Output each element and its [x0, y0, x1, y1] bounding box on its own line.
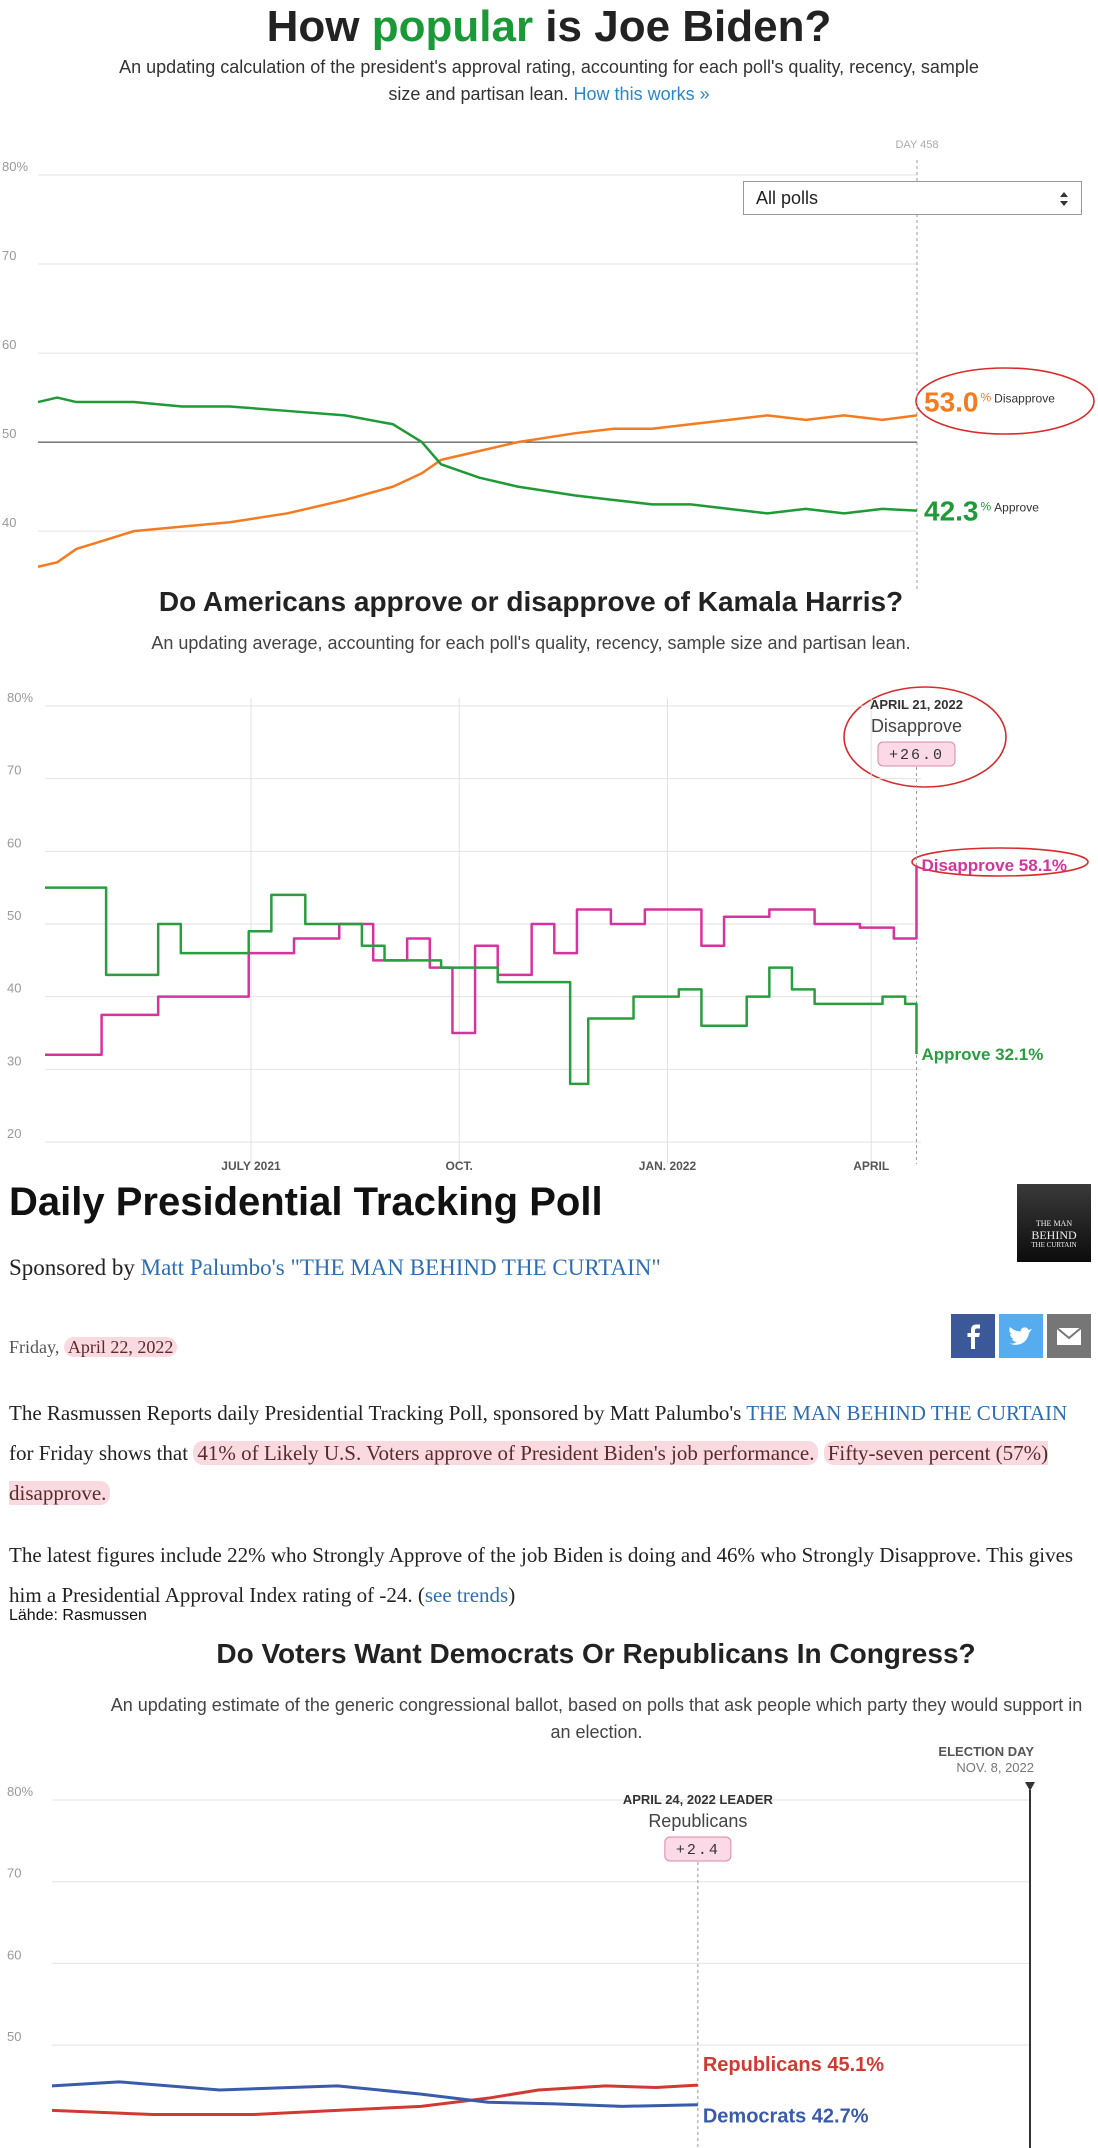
x-tick-label: JAN. 2022: [639, 1159, 697, 1173]
line-chart: 80% 70 60 50 40 30 20 JULY 2021 OCT. JAN. 2022 APR…: [7, 690, 1067, 1173]
y-tick-label: 40: [2, 515, 16, 530]
chart-subtitle: An updating estimate of the generic cong…: [110, 1695, 1083, 1742]
highlight-ellipse: [843, 686, 1007, 788]
article-title: Daily Presidential Tracking Poll: [9, 1180, 603, 1224]
dropdown-arrows: [1060, 192, 1068, 206]
y-tick-label: 60: [7, 1947, 21, 1962]
sponsor-prefix: Sponsored by: [9, 1255, 135, 1280]
text: ): [508, 1583, 516, 1607]
series-line: [45, 886, 918, 1086]
y-tick-label: 30: [7, 1053, 21, 1068]
annotation-date: APRIL 21, 2022: [870, 697, 963, 712]
y-tick-label: 80%: [2, 159, 28, 174]
annotation-leader: Disapprove: [871, 716, 962, 736]
date: April 22, 2022: [63, 1337, 178, 1357]
source: Lähde: Rasmussen: [9, 1607, 147, 1624]
end-value: 42.3: [924, 496, 979, 527]
cover-text: THE CURTAIN: [1031, 1241, 1077, 1249]
how-link[interactable]: How this works »: [573, 84, 710, 104]
weekday: Friday,: [9, 1337, 60, 1357]
end-label: Disapprove 58.1%: [921, 856, 1067, 875]
text-link[interactable]: see trends: [424, 1583, 509, 1607]
subtitle: An updating calculation of the president…: [114, 54, 984, 108]
annotation-margin: +26.0: [889, 747, 944, 764]
end-value: 53.0: [924, 386, 979, 417]
annotation-margin: +2.4: [676, 1842, 720, 1859]
y-tick-label: 70: [7, 763, 21, 778]
line-chart: 80% 70 60 50 APRIL 24, 2022 LEADER Republican…: [7, 1744, 1035, 2148]
chart-title: Do Americans approve or disapprove of Ka…: [158, 586, 904, 617]
annotation-date: APRIL 24, 2022 LEADER: [623, 1792, 774, 1807]
legend-label: Disapprove: [994, 391, 1055, 405]
marker-label: ELECTION DAY: [938, 1744, 1034, 1759]
subtitle-text: An updating calculation of the president…: [119, 57, 979, 104]
sponsor-line: Sponsored by Matt Palumbo's "THE MAN BEH…: [9, 1255, 661, 1281]
series-line: [51, 2080, 698, 2108]
end-unit: %: [981, 390, 992, 404]
legend-label: Approve: [994, 501, 1039, 515]
text-link[interactable]: THE MAN BEHIND THE CURTAIN: [746, 1401, 1068, 1425]
end-label: Republicans 45.1%: [703, 2054, 884, 2076]
title-part: popular: [371, 2, 534, 51]
y-tick-label: 50: [7, 2029, 21, 2044]
date-line: Friday, April 22, 2022: [9, 1337, 178, 1358]
title-part: How: [266, 2, 360, 51]
sponsor-link[interactable]: Matt Palumbo's "THE MAN BEHIND THE CURTA…: [140, 1255, 661, 1280]
y-tick-label: 50: [2, 426, 16, 441]
paragraph: The latest figures include 22% who Stron…: [9, 1535, 1091, 1615]
chart-title: Do Voters Want Democrats Or Republicans …: [216, 1638, 976, 1669]
y-tick-label: 50: [7, 908, 21, 923]
margin-box: [877, 741, 956, 767]
title-part: is Joe Biden?: [545, 2, 832, 51]
text: The Rasmussen Reports daily Presidential…: [9, 1401, 747, 1425]
y-tick-label: 70: [2, 248, 16, 263]
y-tick-label: 70: [7, 1866, 21, 1881]
series-line: [37, 414, 918, 568]
margin-box: [664, 1836, 732, 1862]
share-icons: [951, 1314, 1091, 1358]
filter-value: All polls: [756, 188, 819, 208]
email-button[interactable]: [1047, 1314, 1091, 1358]
paragraph: The Rasmussen Reports daily Presidential…: [9, 1393, 1091, 1513]
cover-text: BEHIND: [1031, 1228, 1077, 1242]
series-line: [37, 396, 918, 515]
y-tick-label: 80%: [7, 1784, 33, 1799]
text: The latest figures include 22% who Stron…: [9, 1543, 1074, 1607]
book-cover[interactable]: THE MAN BEHIND THE CURTAIN: [1017, 1184, 1091, 1262]
x-tick-label: JULY 2021: [221, 1159, 281, 1173]
page-title: How popular is Joe Biden?: [0, 2, 1098, 52]
marker-arrow: [1025, 1782, 1035, 1791]
x-tick-label: OCT.: [446, 1159, 473, 1173]
poll-filter[interactable]: All polls: [743, 181, 1082, 215]
end-unit: %: [981, 500, 992, 514]
facebook-button[interactable]: [951, 1314, 995, 1358]
text: for Friday shows that: [9, 1441, 194, 1465]
highlighted-text: 41% of Likely U.S. Voters approve of Pre…: [193, 1441, 819, 1465]
annotation-date: DAY 458: [895, 139, 938, 151]
chart-subtitle: An updating average, accounting for each…: [151, 633, 911, 653]
y-tick-label: 80%: [7, 690, 33, 705]
text: [818, 1441, 823, 1465]
series-line: [51, 2083, 698, 2117]
y-tick-label: 60: [7, 835, 21, 850]
y-tick-label: 20: [7, 1126, 21, 1141]
end-label: Democrats 42.7%: [703, 2106, 869, 2128]
marker-date: NOV. 8, 2022: [956, 1760, 1034, 1775]
highlight-ellipse: [915, 367, 1095, 435]
y-tick-label: 40: [7, 981, 21, 996]
cover-text: THE MAN: [1035, 1219, 1073, 1228]
annotation-leader: Republicans: [648, 1811, 747, 1831]
end-label: Approve 32.1%: [921, 1045, 1043, 1064]
highlight-ellipse: [911, 847, 1089, 877]
series-line: [45, 865, 918, 1057]
y-tick-label: 60: [2, 337, 16, 352]
x-tick-label: APRIL: [853, 1159, 889, 1173]
twitter-button[interactable]: [999, 1314, 1043, 1358]
